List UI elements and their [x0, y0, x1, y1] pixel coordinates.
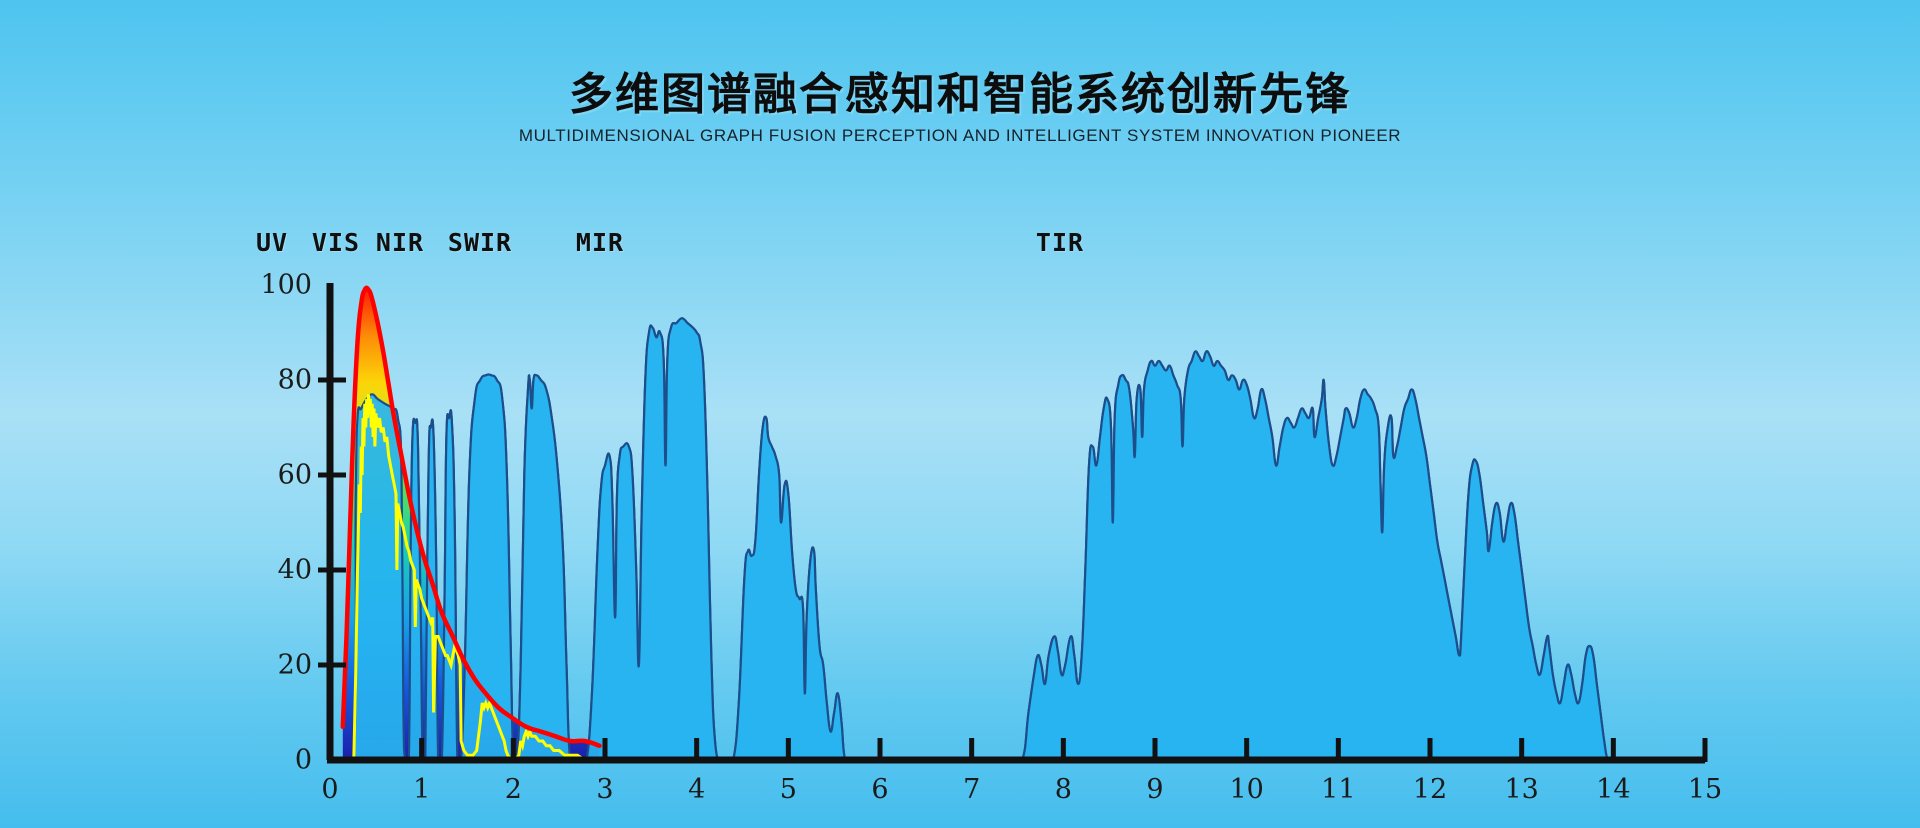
spectrum-line	[352, 394, 600, 760]
solar-envelope-line	[340, 285, 602, 749]
y-axis-tick-label: 0	[294, 744, 312, 776]
x-axis-tick-label: 2	[504, 774, 522, 805]
x-axis-tick-label: 0	[321, 774, 339, 805]
axes	[318, 283, 1708, 764]
x-axis-tick-label: 8	[1054, 774, 1072, 805]
x-axis-tick-label: 4	[688, 774, 706, 805]
x-axis-tick-label: 9	[1146, 774, 1164, 805]
x-axis-tick-label: 5	[779, 774, 797, 805]
band-label-tir: TIR	[1035, 228, 1085, 257]
x-axis-tick-label: 6	[871, 774, 889, 805]
y-axis-tick-label: 60	[277, 459, 312, 491]
band-label-swir: SWIR	[447, 228, 513, 257]
y-axis-tick-label: 40	[277, 554, 312, 586]
transmission-area-overlay	[330, 318, 1705, 760]
band-label-vis: VIS	[311, 228, 361, 257]
x-axis-tick-label: 11	[1321, 774, 1356, 805]
page-title: 多维图谱融合感知和智能系统创新先锋	[569, 70, 1351, 119]
solar-gradient-fill	[342, 287, 600, 760]
band-label-nir: NIR	[375, 228, 425, 257]
x-axis-tick-label: 12	[1412, 774, 1448, 805]
y-axis-tick-label: 20	[277, 649, 312, 681]
transmission-outline-overlay	[330, 317, 1705, 760]
x-axis-tick-label: 7	[963, 774, 981, 805]
x-axis-tick-label: 13	[1504, 774, 1539, 805]
band-label-mir: MIR	[575, 228, 625, 257]
band-label-uv: UV	[255, 228, 289, 257]
x-axis-tick-label: 10	[1229, 774, 1264, 805]
x-axis-tick-label: 14	[1596, 774, 1631, 805]
x-axis-tick-label: 3	[596, 774, 614, 805]
x-axis-tick-label: 15	[1687, 774, 1723, 805]
y-axis-tick-label: 80	[277, 364, 312, 396]
x-axis-tick-label: 1	[413, 774, 431, 805]
y-axis-tick-label: 100	[260, 269, 312, 301]
page-subtitle: MULTIDIMENSIONAL GRAPH FUSION PERCEPTION…	[518, 126, 1402, 145]
